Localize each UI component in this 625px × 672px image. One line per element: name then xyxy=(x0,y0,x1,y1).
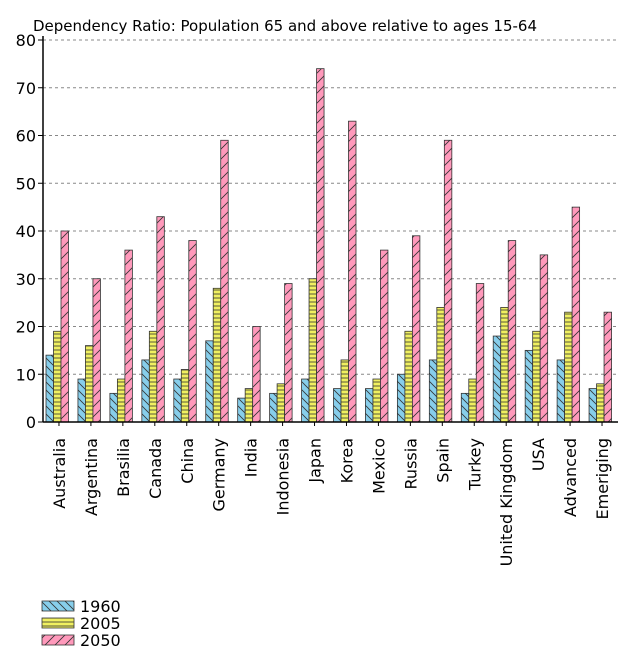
y-tick-label: 60 xyxy=(16,127,36,146)
bar-2005-canada xyxy=(148,330,158,423)
bar-2050-china xyxy=(188,240,197,423)
bar-2050-advanced xyxy=(571,206,581,423)
bar-1960-usa xyxy=(524,349,534,423)
bar-1960-argentina xyxy=(77,378,86,423)
legend-label-2005: 2005 xyxy=(80,614,121,633)
category-label: Emeriging xyxy=(593,438,612,519)
bars xyxy=(45,68,612,423)
bar-2050-mexico xyxy=(380,249,389,423)
bar-2005-brasilia xyxy=(116,378,126,423)
bar-1960-indonesia xyxy=(269,392,278,423)
category-label: USA xyxy=(529,438,548,471)
bar-2050-spain xyxy=(443,139,453,423)
legend-swatch-2005 xyxy=(41,617,75,629)
bar-1960-advanced xyxy=(556,359,566,423)
bar-2050-brasilia xyxy=(124,249,133,423)
y-tick-labels: 0 10 20 30 40 50 60 70 80 xyxy=(16,31,36,432)
bar-1960-russia xyxy=(396,373,406,423)
bar-2050-india xyxy=(252,326,261,423)
bar-1960-germany xyxy=(205,340,214,423)
bar-2050-turkey xyxy=(475,283,485,423)
bar-1960-australia xyxy=(45,354,54,423)
bar-2050-canada xyxy=(156,216,165,423)
category-label: Indonesia xyxy=(274,438,293,515)
y-tick-label: 70 xyxy=(16,79,36,98)
category-label: China xyxy=(178,438,197,484)
legend-swatch-1960 xyxy=(41,600,75,612)
bar-2005-united-kingdom xyxy=(500,306,509,423)
bar-2005-australia xyxy=(53,330,62,423)
category-label: Argentina xyxy=(82,438,101,516)
category-label: Canada xyxy=(146,438,165,499)
bar-2005-china xyxy=(180,369,190,423)
bar-1960-canada xyxy=(141,359,150,423)
category-label: Spain xyxy=(433,438,452,483)
category-label: Turkey xyxy=(465,438,484,491)
bar-2005-russia xyxy=(404,330,413,423)
y-tick-label: 10 xyxy=(16,365,36,384)
bar-1960-spain xyxy=(428,359,438,423)
category-label: Korea xyxy=(337,438,356,483)
bar-2050-usa xyxy=(539,254,549,423)
legend-label-1960: 1960 xyxy=(80,597,121,616)
category-label: Mexico xyxy=(369,438,388,494)
bar-2050-argentina xyxy=(92,278,101,423)
category-label: Australia xyxy=(50,438,69,509)
bar-2005-argentina xyxy=(85,345,94,423)
y-tick-label: 30 xyxy=(16,270,36,289)
category-label: Brasilia xyxy=(114,438,133,497)
category-label: India xyxy=(242,438,261,477)
bar-1960-korea xyxy=(333,388,342,423)
bar-2005-indonesia xyxy=(276,383,286,423)
y-tick-label: 40 xyxy=(16,222,36,241)
bar-2005-japan xyxy=(308,278,317,423)
y-tick-label: 80 xyxy=(16,31,36,50)
bar-1960-mexico xyxy=(365,388,374,423)
legend-label-2050: 2050 xyxy=(80,631,121,650)
bar-2050-emeriging xyxy=(603,311,612,423)
category-label: Advanced xyxy=(561,438,580,517)
bar-2050-japan xyxy=(316,68,325,423)
bar-2050-australia xyxy=(60,230,69,423)
bar-2005-korea xyxy=(340,359,349,423)
bar-2050-germany xyxy=(220,139,229,423)
chart-title: Dependency Ratio: Population 65 and abov… xyxy=(33,17,537,35)
category-label: Germany xyxy=(210,438,229,512)
bar-2005-spain xyxy=(436,306,445,423)
bar-2005-turkey xyxy=(468,378,477,423)
bar-1960-united-kingdom xyxy=(492,335,502,423)
bar-1960-japan xyxy=(301,378,310,423)
bar-2005-emeriging xyxy=(596,383,605,423)
bar-2050-russia xyxy=(411,235,421,423)
y-tick-label: 20 xyxy=(16,318,36,337)
bar-2005-usa xyxy=(532,330,541,423)
bar-1960-china xyxy=(173,378,182,423)
bar-2005-india xyxy=(244,388,254,423)
bar-2050-korea xyxy=(348,120,357,423)
bar-1960-turkey xyxy=(460,392,470,423)
category-labels: Australia Argentina Brasilia Canada China Ger… xyxy=(50,438,612,566)
axes xyxy=(38,36,618,426)
category-label: United Kingdom xyxy=(497,438,516,566)
bar-1960-india xyxy=(237,397,246,423)
category-label: Russia xyxy=(401,438,420,489)
legend-swatch-2050 xyxy=(41,634,75,646)
bar-2050-indonesia xyxy=(284,283,293,423)
bar-2005-mexico xyxy=(372,378,381,423)
y-tick-label: 0 xyxy=(26,413,36,432)
bar-2050-united-kingdom xyxy=(507,240,517,423)
bar-1960-emeriging xyxy=(588,388,597,423)
bar-2005-germany xyxy=(212,287,222,423)
category-label: Japan xyxy=(306,438,325,484)
bar-1960-brasilia xyxy=(109,392,118,423)
bar-2005-advanced xyxy=(564,311,573,423)
y-tick-label: 50 xyxy=(16,174,36,193)
